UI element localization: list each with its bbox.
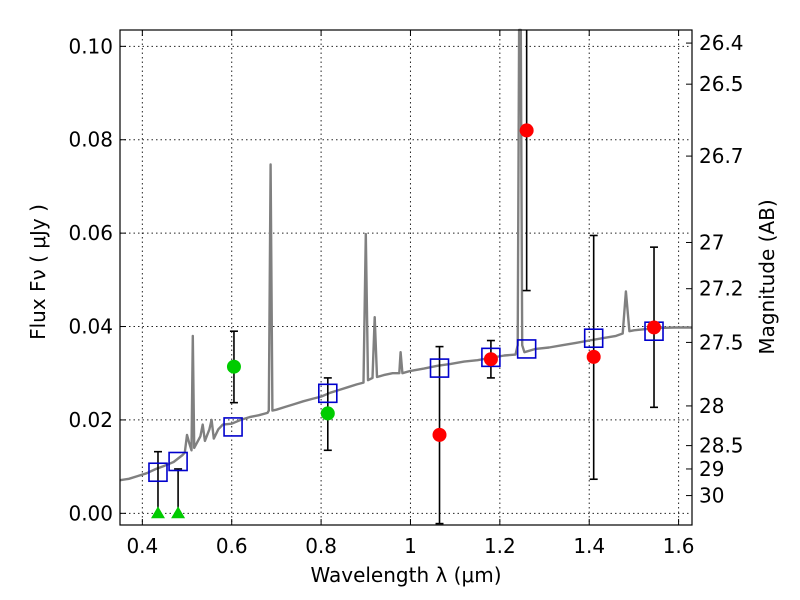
x-tick-label: 1.6 — [663, 534, 695, 558]
right-tick-label: 27.2 — [699, 277, 744, 301]
data-point — [432, 427, 447, 442]
x-tick-label: 1.4 — [573, 534, 605, 558]
x-tick-label: 1 — [404, 534, 417, 558]
x-axis-label: Wavelength λ (μm) — [310, 563, 501, 587]
y-axis-label: Flux Fν ( μJy ) — [26, 204, 50, 340]
right-tick-label: 26.5 — [699, 72, 744, 96]
right-tick-label: 30 — [699, 484, 724, 508]
right-tick-label: 27 — [699, 230, 724, 254]
x-tick-label: 1.2 — [484, 534, 516, 558]
model-point — [223, 417, 243, 437]
y-tick-label: 0.06 — [68, 221, 113, 245]
axis-ticks: 0.4 0.6 0.8 1 1.2 1.4 1.6 0.00 0.02 0.04 0.06 0.08 0… — [68, 30, 744, 558]
y-tick-label: 0.08 — [68, 128, 113, 152]
model-point — [583, 328, 604, 349]
x-tick-label: 0.8 — [305, 534, 337, 558]
right-tick-label: 27.5 — [699, 330, 744, 354]
model-point — [148, 462, 168, 483]
model-point — [168, 451, 188, 472]
upper-limit-point — [151, 506, 165, 519]
right-axis-label: Magnitude (AB) — [755, 199, 779, 354]
right-tick-label: 29 — [699, 457, 724, 481]
model-point — [317, 383, 338, 404]
model-point — [516, 339, 537, 359]
right-tick-label: 26.4 — [699, 31, 744, 55]
data-point — [226, 359, 241, 374]
data-point — [483, 352, 498, 367]
data-point — [586, 349, 601, 364]
x-tick-label: 0.6 — [216, 534, 248, 558]
marker-layer — [148, 123, 664, 519]
right-tick-label: 26.7 — [699, 144, 744, 168]
grid — [120, 30, 692, 525]
y-tick-label: 0.10 — [68, 34, 113, 58]
spectrum-line — [119, 28, 692, 482]
plot-frame — [119, 29, 693, 526]
data-point — [320, 406, 335, 421]
data-point — [647, 320, 662, 335]
model-point — [429, 358, 450, 378]
plot-area — [120, 30, 692, 525]
right-tick-label: 28 — [699, 394, 724, 418]
model-point — [481, 347, 501, 368]
y-tick-label: 0.00 — [68, 501, 113, 525]
y-tick-label: 0.02 — [68, 408, 113, 432]
x-tick-label: 0.4 — [126, 534, 158, 558]
spectrum-layer — [119, 28, 692, 482]
data-point — [519, 123, 534, 138]
upper-limit-point — [171, 506, 186, 519]
y-tick-label: 0.04 — [68, 315, 113, 339]
right-tick-label: 28.5 — [699, 434, 744, 458]
